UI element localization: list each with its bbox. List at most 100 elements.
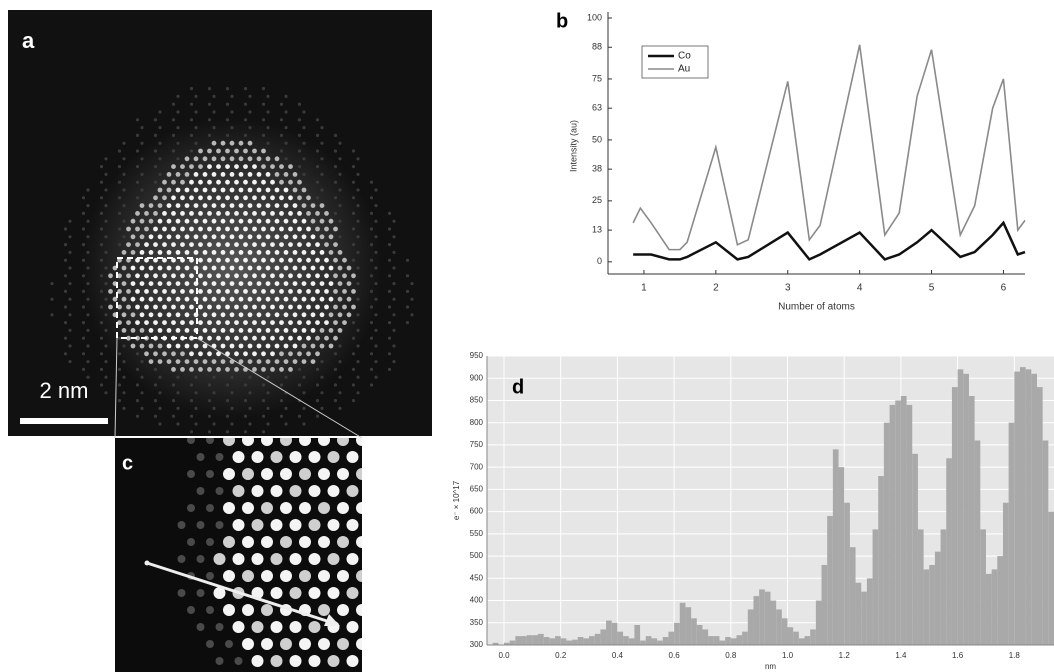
atom: [158, 234, 163, 239]
atom: [131, 344, 136, 349]
atom: [198, 305, 203, 310]
atom: [316, 165, 319, 168]
atom: [293, 188, 298, 193]
x-tick-label: 1.0: [782, 651, 794, 660]
atom: [347, 451, 359, 463]
atom: [197, 589, 205, 597]
atom: [309, 451, 321, 463]
atom: [257, 250, 262, 255]
atom: [293, 344, 298, 349]
atom: [288, 258, 293, 263]
atom: [374, 329, 377, 332]
atom: [100, 368, 103, 371]
atom: [329, 281, 334, 286]
atom: [153, 195, 158, 200]
atom: [126, 242, 131, 247]
atom: [185, 297, 190, 302]
atom: [297, 289, 302, 294]
atom: [266, 281, 271, 286]
atom: [280, 134, 283, 137]
atom: [309, 553, 321, 565]
atom: [144, 289, 149, 294]
atom: [261, 227, 266, 232]
atom: [185, 344, 190, 349]
atom: [266, 376, 269, 379]
atom: [207, 195, 212, 200]
atom: [324, 227, 329, 232]
panel-label: b: [556, 10, 568, 32]
atom: [262, 87, 265, 90]
atom: [176, 391, 179, 394]
atom: [234, 367, 239, 372]
atom: [320, 126, 323, 129]
atom: [154, 181, 157, 184]
atom: [194, 95, 197, 98]
atom: [100, 227, 103, 230]
atom: [233, 621, 245, 633]
atom: [239, 250, 244, 255]
atom: [320, 188, 323, 191]
atom: [64, 305, 67, 308]
atom: [167, 328, 172, 333]
atom: [158, 328, 163, 333]
panel-label: d: [512, 376, 524, 398]
figure: a 2 nm c b013253850637588100123456Number…: [0, 0, 1054, 672]
atom: [135, 211, 140, 216]
atom: [290, 485, 302, 497]
atom: [270, 289, 275, 294]
atom: [320, 328, 325, 333]
atom: [239, 328, 244, 333]
histogram-bar: [544, 637, 550, 645]
atom: [388, 243, 391, 246]
atom: [216, 273, 221, 278]
atom: [261, 638, 273, 650]
atom: [261, 367, 266, 372]
atom: [158, 297, 163, 302]
y-tick-label: 100: [587, 12, 602, 22]
atom: [190, 430, 193, 433]
atom: [252, 621, 264, 633]
atom: [302, 126, 305, 129]
atom: [370, 227, 373, 230]
atom: [226, 430, 229, 433]
atom: [290, 587, 302, 599]
histogram-bar: [839, 467, 845, 645]
atom: [302, 359, 307, 364]
atom: [248, 110, 251, 113]
histogram-bar: [521, 636, 527, 645]
atom: [410, 282, 413, 285]
atom: [370, 196, 373, 199]
atom: [172, 399, 175, 402]
atom: [293, 297, 298, 302]
atom: [302, 203, 307, 208]
atom: [288, 320, 293, 325]
atom: [68, 251, 71, 254]
histogram-bar: [714, 636, 720, 645]
atom: [388, 305, 391, 308]
atom: [104, 235, 107, 238]
atom: [275, 234, 280, 239]
atom: [356, 344, 359, 347]
atom: [270, 180, 275, 185]
atom: [298, 165, 301, 168]
atom: [140, 266, 145, 271]
atom: [271, 587, 283, 599]
atom: [306, 305, 311, 310]
atom: [82, 243, 85, 246]
atom: [158, 344, 163, 349]
atom: [135, 227, 140, 232]
atom: [149, 219, 154, 224]
atom: [406, 290, 409, 293]
atom: [320, 344, 325, 349]
atom: [176, 281, 181, 286]
atom: [68, 282, 71, 285]
atom: [252, 211, 257, 216]
atom: [189, 164, 194, 169]
atom: [100, 337, 103, 340]
atom: [370, 259, 373, 262]
atom: [100, 165, 103, 168]
histogram-bar: [663, 637, 669, 645]
atom: [243, 305, 248, 310]
atom: [392, 220, 395, 223]
atom: [311, 250, 316, 255]
